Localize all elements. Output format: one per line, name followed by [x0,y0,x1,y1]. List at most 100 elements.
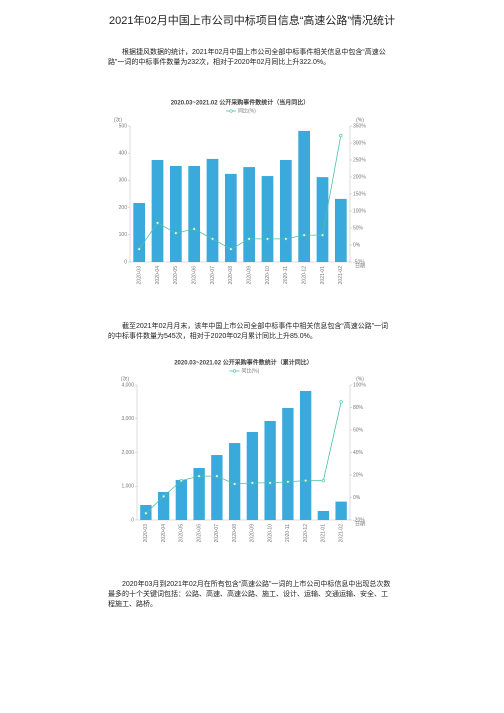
bar [175,480,188,520]
y-tick-label: 0 [124,259,127,265]
x-tick-label: 2020-07 [210,266,216,285]
y-tick-label: 4,000 [121,382,134,388]
y2-tick-label: 250% [353,157,366,163]
legend-label: 同比(%) [242,367,260,374]
y2-tick-label: -20% [353,517,365,523]
x-tick-label: 2020-05 [173,266,179,285]
line-point [210,237,215,241]
y2-tick-label: 0% [353,495,361,501]
bar [193,468,205,520]
x-tick-label: 2020-08 [228,266,234,285]
line-point [233,482,237,486]
x-tick-label: 2020-10 [265,266,271,285]
x-tick-label: 2020-08 [232,524,238,543]
line-point [162,494,166,498]
bar [264,421,276,520]
y2-tick-label: 300% [353,140,366,146]
bar [211,455,223,520]
paragraph: 截至2021年02月月末，该年中国上市公司全部中标事件中相关信息包含“高速公路”… [108,323,389,340]
line-point [320,233,325,237]
y2-tick-label: 60% [353,427,364,433]
chart-title: 2020.03~2021.02 公开采购事件数统计（累计同比） [174,359,313,367]
y-tick-label: 1,000 [121,484,134,490]
bar [169,165,182,262]
y-axis-label: (次) [121,375,130,382]
x-tick-label: 2020-10 [267,524,273,543]
y-tick-label: 100 [119,232,128,238]
bar [279,160,292,262]
line-point [339,400,343,404]
line [138,135,342,250]
bar [299,391,312,520]
y2-tick-label: 50% [353,225,364,231]
y2-axis-label: (%) [356,376,364,382]
x-tick-label: 2020-06 [196,524,202,543]
line-point [144,511,148,515]
x-tick-label: 2021-01 [321,524,327,543]
x-tick-label: 2020-03 [143,524,149,543]
bar [228,443,241,520]
y2-tick-label: -50% [353,259,365,265]
legend-label: 同比(%) [238,107,256,114]
paragraph: 根据捷风数据的统计，2021年02月中国上市公司全部中标事件相关信息中包含“高速… [108,49,386,66]
y-tick-label: 300 [119,178,128,184]
bar [157,491,170,520]
x-tick-label: 2021-02 [338,266,344,285]
legend-marker [229,109,233,113]
x-tick-label: 2020-07 [214,524,220,543]
y2-tick-label: 100% [353,382,366,388]
bar [206,158,219,262]
y-tick-label: 0 [131,517,134,523]
line-point [321,479,325,483]
y2-tick-label: 20% [353,472,364,478]
paragraph: 2020年03月到2021年02月在所有包含“高速公路”一词的上市公司中标信息中… [108,581,391,608]
line-point [265,237,270,241]
x-tick-label: 2020-12 [301,266,307,285]
x-tick-label: 2020-06 [191,266,197,285]
line-point [229,247,233,251]
bar [243,167,256,262]
x-tick-label: 2020-12 [303,524,309,543]
x-axis-label: 日期 [355,263,365,269]
y2-tick-label: 200% [353,174,366,180]
line-point [250,481,254,485]
line-point [197,474,201,478]
bar [317,510,330,520]
line-point [137,247,141,251]
x-tick-label: 2020-09 [250,524,256,543]
x-tick-label: 2020-05 [179,524,185,543]
y2-tick-label: 0% [353,242,361,248]
line-point [215,474,219,478]
y2-tick-label: 150% [353,191,366,197]
y2-tick-label: 80% [353,405,364,411]
line-point [247,237,251,241]
y2-tick-label: 40% [353,450,364,456]
line-point [155,221,160,225]
x-tick-label: 2021-02 [338,524,344,543]
bar [188,165,201,262]
line-point [174,231,178,235]
x-tick-label: 2020-11 [285,524,291,542]
bar [261,176,274,262]
x-tick-label: 2020-04 [155,266,161,285]
bar [282,407,294,520]
line-point [339,133,343,138]
line-point [268,481,272,485]
chart-title: 2020.03~2021.02 公开采购事件数统计（当月同比） [171,99,310,107]
bar [224,173,237,262]
bar [151,160,164,262]
y-axis-label: (次) [114,116,123,123]
bar [298,130,311,262]
x-tick-label: 2020-04 [161,524,167,543]
x-tick-label: 2020-03 [136,266,142,285]
y-tick-label: 2,000 [121,450,134,456]
bar [334,198,347,262]
y-tick-label: 3,000 [121,416,134,422]
line [145,401,342,514]
y-tick-label: 400 [119,151,128,157]
x-tick-label: 2021-01 [320,266,326,285]
y-tick-label: 200 [119,205,128,211]
line-point [179,479,183,483]
